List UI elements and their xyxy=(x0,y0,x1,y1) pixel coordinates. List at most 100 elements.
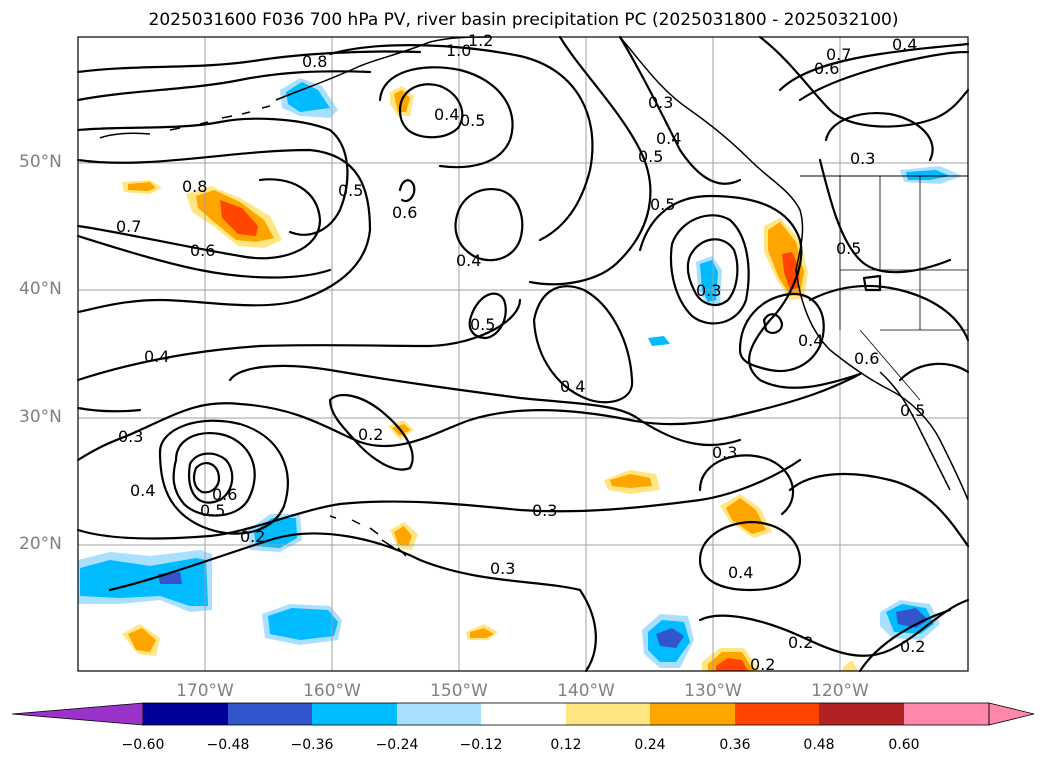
colorbar-bin xyxy=(650,703,735,725)
lat-label: 20°N xyxy=(19,534,62,554)
contour-label: 0.5 xyxy=(200,501,225,520)
pv-contour-line xyxy=(192,462,220,494)
pv-contour-line xyxy=(188,452,234,504)
north-america-coast xyxy=(619,36,969,501)
pv-contour-line xyxy=(76,117,349,236)
pv-contour-line xyxy=(686,238,739,307)
colorbar-tick-label: −0.48 xyxy=(206,737,250,753)
contour-label: 0.5 xyxy=(900,401,925,420)
colorbar-bin xyxy=(735,703,819,725)
contour-label: 0.6 xyxy=(212,485,237,504)
pv-contour-line xyxy=(638,194,862,389)
pv-contour-line xyxy=(468,292,507,340)
contour-label: 1.0 xyxy=(446,41,471,60)
colorbar-tick-label: −0.36 xyxy=(290,737,334,753)
graticule xyxy=(78,37,968,671)
colorbar-tick-label: 0.24 xyxy=(634,737,666,753)
contour-label: 0.3 xyxy=(850,149,875,168)
hawaii-islands xyxy=(329,515,407,557)
pv-contour-line xyxy=(172,432,256,517)
contour-label: 0.3 xyxy=(490,559,515,578)
colorbar-bin xyxy=(904,703,989,725)
lon-label: 160°W xyxy=(303,681,361,701)
precip-patch xyxy=(268,608,338,640)
contour-label-group: 0.8 1.0 1.2 0.4 0.5 0.7 0.6 0.8 0.5 0.4 … xyxy=(116,31,925,674)
contour-label: 0.2 xyxy=(358,425,383,444)
colorbar-bin xyxy=(819,703,904,725)
contour-label: 0.4 xyxy=(560,377,585,396)
contour-label: 0.4 xyxy=(892,35,917,54)
colorbar-tick-label: 0.60 xyxy=(888,737,920,753)
pv-contour-line xyxy=(898,362,970,382)
lon-label: 120°W xyxy=(811,681,869,701)
colorbar-tick-label: −0.60 xyxy=(121,737,165,753)
contour-label: 0.6 xyxy=(854,349,879,368)
contour-label: 0.8 xyxy=(182,177,207,196)
contour-label: 0.3 xyxy=(696,281,721,300)
contour-label: 0.4 xyxy=(656,129,681,148)
colorbar-tick-label: 0.36 xyxy=(719,737,751,753)
precip-patch xyxy=(610,474,652,488)
contour-label: 0.4 xyxy=(144,347,169,366)
baja-coast xyxy=(879,371,951,491)
pv-contour-line xyxy=(158,419,289,535)
contour-label: 0.4 xyxy=(456,251,481,270)
aleutian-islands xyxy=(99,105,271,139)
pv-contour-line xyxy=(808,284,970,342)
precip-patch xyxy=(220,200,258,236)
pv-contour-line xyxy=(454,188,524,262)
state-borders xyxy=(839,176,968,401)
pv-contour-line xyxy=(76,178,322,260)
pv-contour-line xyxy=(778,42,970,92)
contour-label: 0.5 xyxy=(338,181,363,200)
contour-label: 0.2 xyxy=(240,527,265,546)
pv-contours xyxy=(76,35,970,673)
pv-contour-line xyxy=(532,285,634,404)
colorbar-tick-label: 0.12 xyxy=(550,737,582,753)
colorbar-extend-high xyxy=(988,702,1035,726)
precip-patch xyxy=(842,660,858,671)
pv-contour-line xyxy=(698,520,802,592)
contour-label: 0.6 xyxy=(392,203,417,222)
contour-label: 0.4 xyxy=(434,105,459,124)
precip-patch xyxy=(394,526,412,546)
pv-contour-line xyxy=(76,406,142,413)
contour-label: 0.2 xyxy=(750,655,775,674)
contour-label: 0.3 xyxy=(532,501,557,520)
colorbar-tick-label: 0.48 xyxy=(803,737,835,753)
pv-contour-line xyxy=(76,234,332,279)
contour-label: 0.6 xyxy=(814,59,839,78)
precip-patch xyxy=(254,518,297,548)
pv-contour-line xyxy=(528,35,652,286)
lat-label: 50°N xyxy=(19,152,62,172)
pv-contour-line xyxy=(824,112,934,162)
pv-contour-line xyxy=(762,313,784,334)
lon-label: 130°W xyxy=(684,681,742,701)
precip-patch xyxy=(906,170,950,180)
precip-patch xyxy=(128,628,156,652)
lon-label: 150°W xyxy=(430,681,488,701)
pv-contour-line xyxy=(76,458,802,540)
pv-contour-line xyxy=(698,598,970,657)
pv-contour-line xyxy=(76,148,372,314)
colorbar-bin xyxy=(312,703,397,725)
pv-contour-line xyxy=(76,50,422,74)
pv-contour-line xyxy=(76,298,522,382)
pv-contour-line xyxy=(738,292,825,372)
pv-contour-line xyxy=(818,158,952,274)
pv-contour-line xyxy=(328,44,594,242)
pv-contour-line xyxy=(669,214,750,325)
map-background xyxy=(78,37,968,671)
coastlines xyxy=(99,36,969,557)
precip-patch xyxy=(470,628,494,638)
precip-shading xyxy=(78,78,962,671)
map-title: 2025031600 F036 700 hPa PV, river basin … xyxy=(148,10,899,30)
precip-patch xyxy=(716,658,748,671)
lon-label: 140°W xyxy=(557,681,615,701)
colorbar-bin xyxy=(566,703,650,725)
contour-label: 0.2 xyxy=(900,637,925,656)
pv-contour-line xyxy=(758,35,970,128)
pv-contour-line xyxy=(76,372,862,462)
map-frame xyxy=(77,36,969,672)
